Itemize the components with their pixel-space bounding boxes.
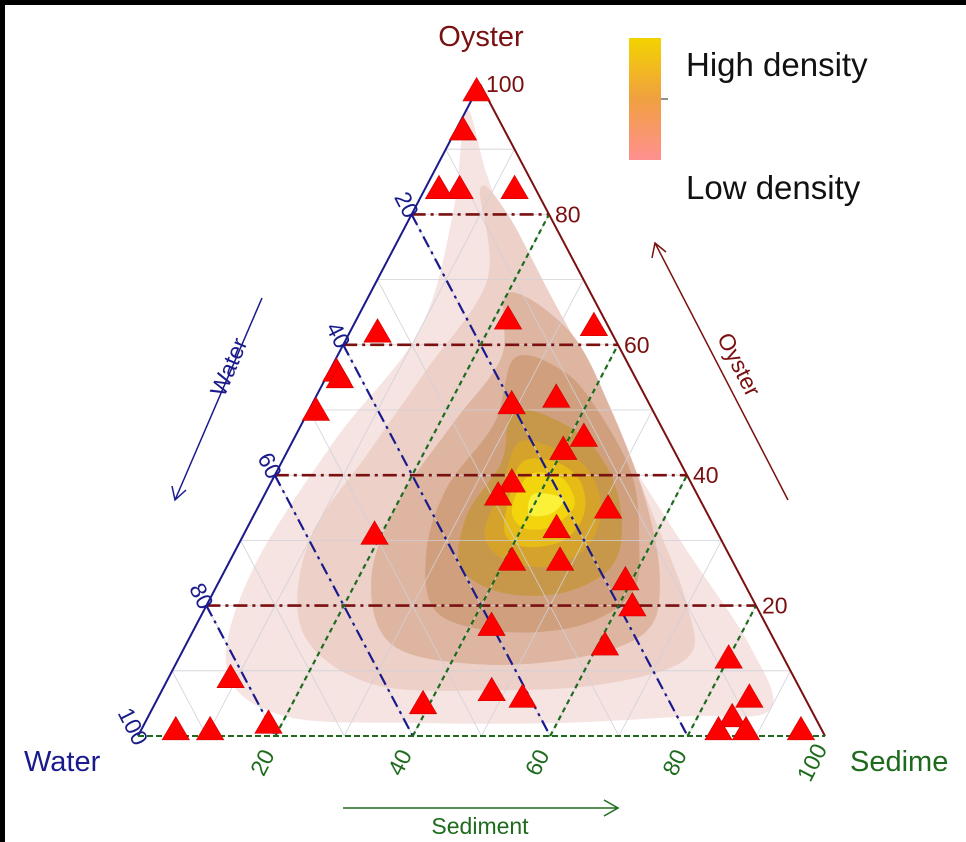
grid-line-water-50 bbox=[308, 409, 482, 737]
edge-oyster bbox=[479, 83, 826, 737]
grid-line-water-10 bbox=[445, 149, 757, 737]
data-point-6 bbox=[493, 305, 523, 330]
tick-sediment-100: 100 bbox=[792, 739, 833, 785]
data-point-7 bbox=[579, 311, 609, 336]
water-axis-label: Water bbox=[205, 334, 253, 400]
vertex-label-sediment: Sedime bbox=[850, 746, 948, 778]
ref-line-sediment-20 bbox=[274, 213, 550, 737]
grid-line-sediment-90 bbox=[755, 670, 791, 737]
grid-line-sediment-10 bbox=[206, 149, 515, 737]
reference-lines bbox=[205, 213, 757, 737]
tick-sediment-20: 20 bbox=[245, 745, 280, 780]
sediment-axis-label: Sediment bbox=[431, 813, 529, 839]
data-point-28 bbox=[216, 663, 245, 689]
grid-line-water-80 bbox=[206, 605, 276, 737]
data-point-29 bbox=[477, 676, 506, 702]
data-point-36 bbox=[195, 715, 225, 741]
data-point-34 bbox=[254, 709, 283, 734]
tick-water-80: 80 bbox=[184, 579, 219, 614]
tick-oyster-20: 20 bbox=[762, 593, 788, 619]
data-point-19 bbox=[542, 513, 571, 539]
data-point-25 bbox=[477, 611, 506, 636]
data-point-2 bbox=[448, 116, 478, 141]
water-axis-title: Water bbox=[171, 297, 263, 502]
grid-line-sediment-70 bbox=[618, 540, 722, 737]
data-point-12 bbox=[497, 389, 526, 415]
grid-line-water-30 bbox=[377, 279, 620, 737]
data-point-4 bbox=[424, 174, 454, 200]
oyster-axis-title: Oyster bbox=[651, 241, 789, 501]
data-point-8 bbox=[363, 318, 392, 343]
data-point-32 bbox=[408, 689, 438, 715]
legend-low-label: Low density bbox=[686, 169, 861, 206]
ref-line-sediment-40 bbox=[411, 344, 619, 737]
data-point-23 bbox=[611, 565, 640, 591]
data-point-26 bbox=[590, 631, 620, 656]
data-point-17 bbox=[483, 481, 513, 506]
data-point-5 bbox=[500, 174, 529, 200]
data-point-20 bbox=[360, 520, 389, 545]
data-point-27 bbox=[714, 644, 743, 669]
tick-water-40: 40 bbox=[321, 318, 356, 353]
ref-line-sediment-60 bbox=[549, 474, 688, 737]
density-level-9 bbox=[527, 493, 564, 517]
data-point-31 bbox=[735, 683, 764, 708]
tick-sediment-80: 80 bbox=[657, 745, 692, 780]
sediment-axis-title: Sediment bbox=[343, 799, 620, 839]
grid-line-sediment-50 bbox=[481, 409, 653, 737]
data-point-21 bbox=[545, 546, 575, 571]
vertex-label-oyster: Oyster bbox=[438, 21, 524, 53]
data-point-33 bbox=[718, 702, 747, 728]
data-point-15 bbox=[549, 435, 578, 460]
data-point-11 bbox=[542, 383, 571, 408]
ref-line-sediment-80 bbox=[686, 605, 757, 737]
data-point-13 bbox=[301, 396, 331, 421]
legend-high-label: High density bbox=[686, 46, 868, 83]
data-point-38 bbox=[731, 715, 761, 741]
grid-line-sediment-30 bbox=[343, 279, 584, 737]
grid-line-water-90 bbox=[171, 670, 208, 737]
tick-oyster-100: 100 bbox=[486, 71, 524, 97]
data-point-1 bbox=[462, 76, 491, 102]
tick-oyster-80: 80 bbox=[555, 201, 581, 227]
tick-water-100: 100 bbox=[113, 703, 154, 749]
data-point-24 bbox=[618, 592, 647, 617]
grid-line-water-70 bbox=[240, 540, 345, 737]
tick-water-20: 20 bbox=[389, 187, 424, 222]
data-points bbox=[161, 76, 816, 741]
legend-color-bar bbox=[629, 38, 661, 160]
legend: High density Low density bbox=[629, 38, 868, 206]
tick-oyster-60: 60 bbox=[624, 332, 650, 358]
data-point-16 bbox=[497, 468, 527, 493]
data-point-22 bbox=[497, 546, 527, 571]
tick-sediment-60: 60 bbox=[520, 745, 555, 780]
ternary-plot-svg: 20 40 60 80 100 100 80 60 40 20 20 40 60 80 100 Oyster… bbox=[24, 21, 948, 839]
ternary-chart: 20 40 60 80 100 100 80 60 40 20 20 40 60 80 100 Oyster… bbox=[5, 5, 966, 842]
tick-water-60: 60 bbox=[253, 448, 288, 483]
data-point-14 bbox=[569, 422, 599, 447]
data-point-3 bbox=[445, 174, 474, 200]
tick-oyster-40: 40 bbox=[693, 462, 719, 488]
data-point-10 bbox=[325, 363, 355, 389]
data-point-39 bbox=[786, 715, 816, 741]
data-point-18 bbox=[593, 494, 623, 519]
ref-line-water-40 bbox=[342, 344, 552, 737]
data-point-35 bbox=[161, 715, 190, 741]
tick-sediment-40: 40 bbox=[382, 745, 417, 780]
data-point-37 bbox=[704, 715, 733, 741]
data-point-30 bbox=[508, 683, 537, 708]
vertex-label-water: Water bbox=[24, 746, 101, 778]
oyster-axis-label: Oyster bbox=[712, 328, 766, 400]
